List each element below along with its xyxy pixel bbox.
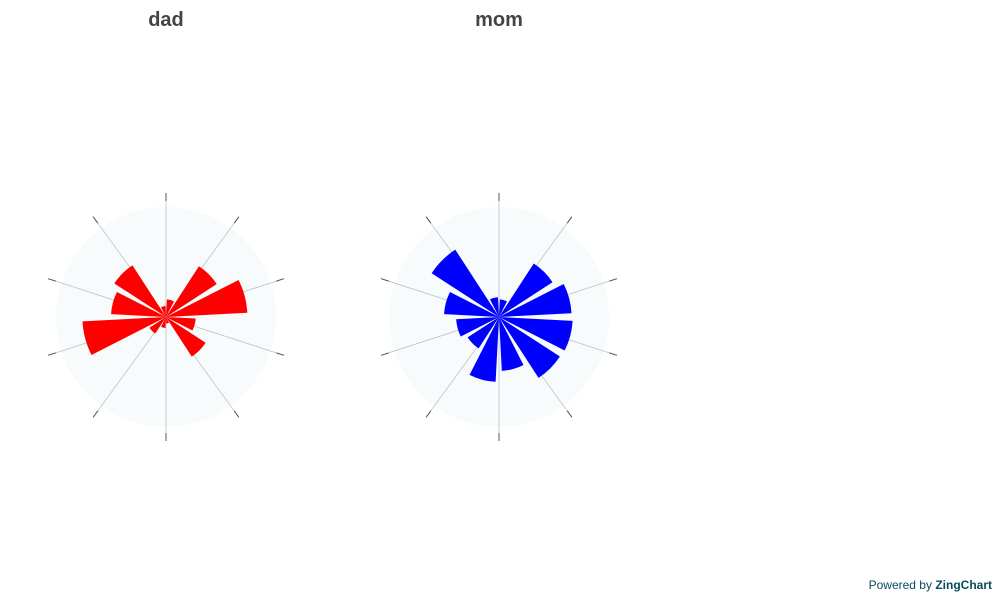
polar-tick-dad-2 [276, 278, 285, 282]
rose-wedge-mom-6[interactable] [469, 317, 499, 382]
rose-wedge-mom-9[interactable] [444, 292, 499, 317]
rose-wedge-dad-11[interactable] [161, 306, 166, 317]
rose-wedge-dad-7[interactable] [149, 317, 166, 334]
plot-area-mom [380, 193, 618, 441]
chart-title-dad: dad [148, 9, 184, 31]
polar-tick-dad-9 [92, 216, 99, 224]
rose-wedge-dad-9[interactable] [111, 292, 166, 317]
rose-wedge-mom-8[interactable] [456, 317, 499, 337]
rose-wedge-dad-3[interactable] [166, 317, 196, 331]
rose-wedge-dad-8[interactable] [82, 317, 166, 355]
rose-wedge-mom-3[interactable] [499, 317, 573, 351]
zingchart-brand-link[interactable]: ZingChart [935, 578, 992, 592]
chart-dad: dad [47, 9, 285, 441]
rose-wedge-dad-5[interactable] [166, 317, 169, 324]
polar-tick-mom-7 [380, 352, 389, 356]
polar-tick-mom-9 [425, 216, 432, 224]
rose-wedge-dad-1[interactable] [166, 266, 217, 317]
polar-spoke-dad-6 [92, 316, 167, 418]
rose-wedge-dad-2[interactable] [166, 280, 248, 317]
polar-tick-dad-1 [233, 216, 240, 224]
powered-by-credit[interactable]: Powered by ZingChart [869, 578, 992, 592]
polar-tick-mom-2 [609, 278, 618, 282]
polar-tick-mom-1 [566, 216, 573, 224]
rose-wedge-dad-4[interactable] [166, 317, 206, 357]
rose-wedge-mom-4[interactable] [499, 317, 560, 378]
polar-tick-mom-6 [425, 410, 432, 418]
rose-wedge-dad-10[interactable] [114, 265, 166, 317]
polar-tick-dad-6 [92, 410, 99, 418]
polar-tick-mom-4 [566, 410, 573, 418]
rose-wedge-mom-7[interactable] [467, 317, 499, 349]
polar-tick-dad-3 [276, 352, 285, 356]
rose-wedge-dad-0[interactable] [166, 299, 174, 317]
rose-wedge-dad-6[interactable] [161, 317, 166, 328]
chart-title-mom: mom [475, 9, 523, 31]
chart-mom: mom [380, 9, 618, 441]
rose-wedge-mom-0[interactable] [499, 299, 507, 317]
polar-tick-dad-4 [233, 410, 240, 418]
powered-by-label: Powered by [868, 578, 932, 592]
rose-wedge-mom-2[interactable] [499, 284, 572, 317]
plot-area-dad [47, 193, 285, 441]
polar-tick-dad-7 [47, 352, 56, 356]
polar-tick-mom-8 [380, 278, 389, 282]
polar-tick-mom-3 [609, 352, 618, 356]
rose-wedge-mom-1[interactable] [499, 263, 553, 317]
rose-wedge-mom-5[interactable] [499, 317, 524, 371]
rose-wedge-mom-11[interactable] [490, 297, 499, 317]
polar-tick-dad-8 [47, 278, 56, 282]
rose-wedge-mom-10[interactable] [431, 249, 499, 317]
